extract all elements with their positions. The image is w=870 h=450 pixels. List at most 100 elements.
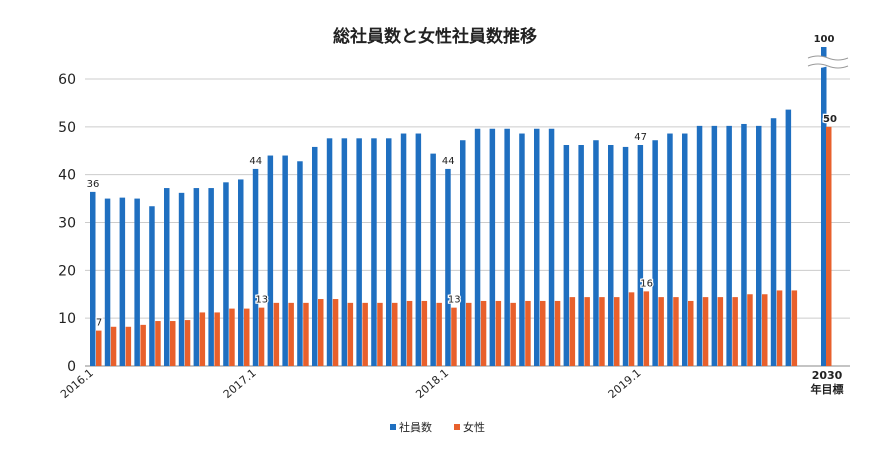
bar <box>288 302 294 366</box>
bar <box>785 109 792 366</box>
bar <box>223 182 229 366</box>
bar <box>717 297 724 366</box>
chart-title: 総社員数と女性社員数推移 <box>333 26 537 47</box>
bar <box>332 299 339 366</box>
bar <box>341 138 348 366</box>
legend-swatch <box>390 424 396 430</box>
bar <box>489 128 496 366</box>
bar <box>421 300 428 366</box>
legend-swatch <box>454 424 460 430</box>
bar <box>652 140 658 366</box>
break-line <box>807 55 849 61</box>
annotation: 13 <box>255 295 268 306</box>
bar <box>252 168 259 366</box>
bar <box>362 302 368 366</box>
bar <box>436 302 442 366</box>
bar <box>584 297 590 366</box>
bar <box>548 128 555 366</box>
bar <box>608 145 614 366</box>
bar <box>140 324 146 366</box>
bar <box>119 197 126 366</box>
bar <box>386 138 392 366</box>
bar <box>318 299 324 366</box>
x-tick-label: 2018.1 <box>413 366 451 401</box>
bar <box>519 133 525 366</box>
bar <box>273 302 280 366</box>
bar <box>90 191 96 366</box>
annotation: 36 <box>87 179 100 190</box>
bar <box>149 206 155 366</box>
bar <box>178 192 185 366</box>
bar <box>96 330 102 366</box>
bar <box>214 312 220 366</box>
bar <box>371 138 377 366</box>
bar <box>400 133 407 366</box>
legend-label: 社員数 <box>399 420 432 434</box>
bars <box>90 47 832 367</box>
bar <box>658 297 664 366</box>
bar <box>244 308 250 366</box>
bar <box>155 321 161 366</box>
bar <box>377 302 383 366</box>
bar <box>164 188 170 366</box>
bar <box>826 126 832 366</box>
annotation: 16 <box>640 278 653 289</box>
y-tick-label: 30 <box>58 216 76 232</box>
axis-break <box>807 55 849 69</box>
bar <box>554 300 561 366</box>
bar <box>125 326 132 366</box>
annotation: 44 <box>249 156 262 167</box>
bar <box>466 302 472 366</box>
bar <box>430 153 436 366</box>
bar <box>525 300 531 366</box>
bar <box>578 145 584 366</box>
y-tick-label: 10 <box>58 311 76 327</box>
break-line <box>807 63 849 69</box>
bar <box>770 118 777 367</box>
bar <box>510 302 516 366</box>
bar <box>776 290 783 366</box>
bar <box>258 307 265 366</box>
bar <box>563 145 570 366</box>
bar <box>460 140 466 366</box>
bar <box>593 140 599 366</box>
bar <box>711 125 718 366</box>
bar <box>199 312 206 366</box>
bar <box>682 133 688 366</box>
bar <box>451 307 457 366</box>
bar <box>267 155 274 366</box>
bar <box>208 188 214 366</box>
bar <box>667 133 673 366</box>
bar <box>741 123 747 366</box>
annotation: 47 <box>634 132 647 143</box>
bar <box>238 179 244 366</box>
bar <box>622 146 629 366</box>
bar <box>628 292 635 366</box>
bar <box>282 155 288 366</box>
bar <box>495 300 502 366</box>
bar <box>732 297 738 366</box>
x-tick-label: 2019.1 <box>606 366 644 401</box>
x-tick-label: 2017.1 <box>221 366 259 401</box>
bar <box>229 308 235 366</box>
bar <box>756 125 762 366</box>
bar <box>415 133 422 366</box>
bar <box>726 125 732 366</box>
annotation: 50 <box>823 114 837 125</box>
bar <box>614 297 620 366</box>
x-tick-label: 2030年目標 <box>810 369 844 396</box>
bar <box>193 188 200 366</box>
y-tick-label: 50 <box>58 120 76 136</box>
y-tick-label: 40 <box>58 168 76 184</box>
annotation: 13 <box>448 295 461 306</box>
bar <box>637 145 644 366</box>
bar <box>747 294 753 366</box>
y-tick-label: 20 <box>58 263 76 279</box>
bar <box>474 128 481 366</box>
bar <box>540 300 546 366</box>
bar <box>312 146 318 366</box>
bar <box>303 302 309 366</box>
bar <box>696 125 703 366</box>
y-tick-label: 0 <box>67 359 76 375</box>
